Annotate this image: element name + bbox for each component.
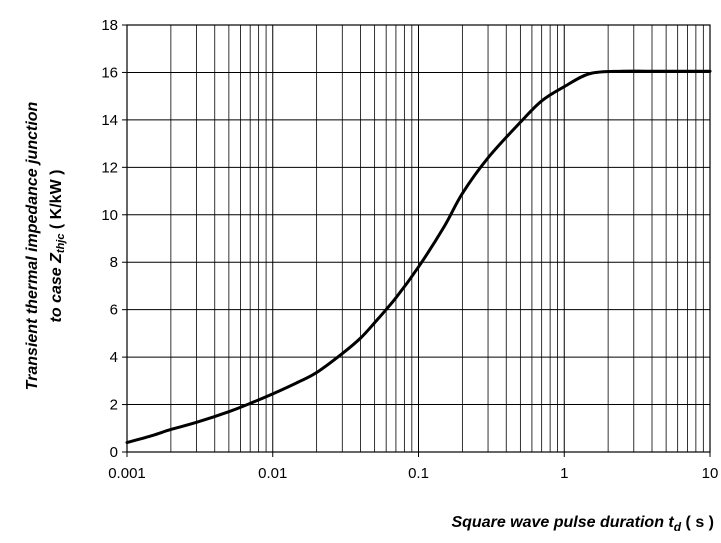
y-axis-title-line1: Transient thermal impedance junction (24, 101, 41, 390)
series-layer (125, 69, 712, 445)
y-tick-label: 8 (110, 254, 118, 271)
y-tick-label: 10 (101, 207, 118, 224)
y-axis-title-unit: ( K/kW ) (48, 170, 65, 230)
y-tick-label: 16 (101, 64, 118, 81)
x-axis-title-unit: ( s ) (686, 514, 714, 531)
y-tick-label: 2 (110, 397, 118, 414)
y-tick-label: 12 (101, 159, 118, 176)
y-tick-label: 18 (101, 17, 118, 34)
x-tick-labels: 0.001 0.01 0.1 1 10 (108, 465, 718, 482)
x-axis-title: Square wave pulse duration td ( s ) (451, 514, 714, 534)
x-tick-label: 1 (560, 465, 568, 482)
x-axis-title-main: Square wave pulse duration t (451, 514, 674, 531)
y-tick-label: 0 (110, 444, 118, 461)
y-tick-label: 4 (110, 349, 118, 366)
x-tick-label: 0.001 (108, 465, 146, 482)
x-tick-label: 0.1 (408, 465, 429, 482)
y-axis-title-line2: to case Zthjc ( K/kW ) (48, 170, 67, 323)
y-tick-label: 14 (101, 112, 118, 129)
grid (122, 24, 711, 457)
y-tick-label: 6 (110, 302, 118, 319)
impedance-curve (125, 69, 712, 445)
x-tick-label: 0.01 (258, 465, 287, 482)
y-axis-title-sub: thjc (55, 234, 67, 254)
x-tick-label: 10 (702, 465, 719, 482)
y-axis-title-main: to case Z (48, 252, 65, 323)
y-tick-labels: 0 2 4 6 8 10 12 14 16 18 (101, 17, 118, 461)
plot-frame (126, 24, 711, 453)
x-axis-title-sub: d (674, 520, 682, 534)
